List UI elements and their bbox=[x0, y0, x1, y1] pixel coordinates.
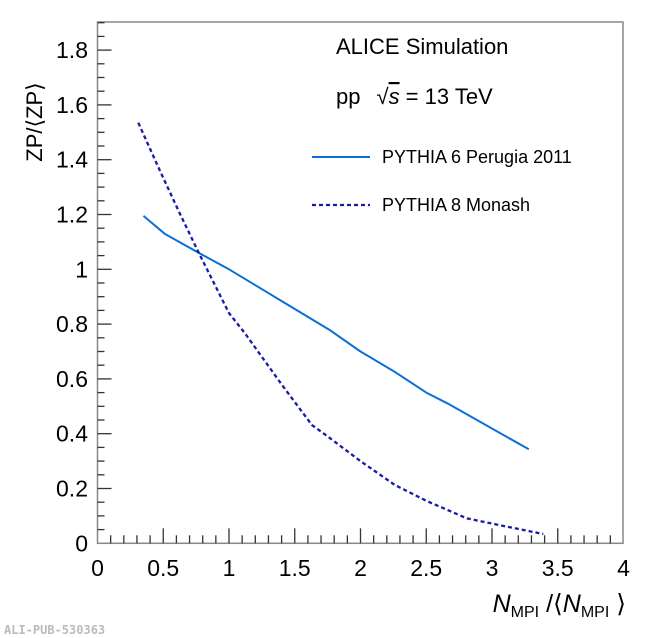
x-tick-label: 3.5 bbox=[542, 555, 574, 581]
y-tick-label: 0.6 bbox=[56, 366, 88, 392]
x-tick-label: 1 bbox=[223, 555, 236, 581]
collision-system-label: pp √s = 13 TeV bbox=[336, 84, 493, 109]
series-line-pythia8 bbox=[137, 122, 544, 536]
legend: PYTHIA 6 Perugia 2011 PYTHIA 8 Monash bbox=[312, 147, 572, 215]
x-tick-label: 0 bbox=[91, 555, 104, 581]
x-tick-label: 4 bbox=[617, 555, 630, 581]
y-tick-label: 1.2 bbox=[56, 202, 88, 228]
legend-label-pythia6: PYTHIA 6 Perugia 2011 bbox=[382, 147, 572, 167]
x-axis-label: NMPI /⟨NMPI ⟩ bbox=[493, 590, 626, 621]
legend-label-pythia8: PYTHIA 8 Monash bbox=[382, 195, 530, 215]
y-tick-label: 1.4 bbox=[56, 147, 88, 173]
y-axis-label: ZP/⟨ZP⟩ bbox=[22, 82, 47, 162]
series-lines bbox=[137, 122, 544, 536]
axis-ticks bbox=[97, 22, 611, 544]
alice-simulation-label: ALICE Simulation bbox=[336, 34, 508, 59]
x-tick-label: 3 bbox=[486, 555, 499, 581]
y-tick-label: 1.6 bbox=[56, 92, 88, 118]
y-tick-label: 0.2 bbox=[56, 476, 88, 502]
y-tick-label: 0.8 bbox=[56, 311, 88, 337]
x-tick-label: 2.5 bbox=[410, 555, 442, 581]
y-tick-label: 1 bbox=[75, 256, 88, 282]
y-tick-label: 0 bbox=[75, 530, 88, 556]
x-tick-label: 2 bbox=[354, 555, 367, 581]
x-tick-label: 0.5 bbox=[147, 555, 179, 581]
x-tick-label: 1.5 bbox=[279, 555, 311, 581]
series-line-pythia6 bbox=[142, 215, 530, 451]
x-tick-labels: 0 0.5 1 1.5 2 2.5 3 3.5 4 bbox=[91, 555, 630, 581]
y-tick-label: 1.8 bbox=[56, 37, 88, 63]
y-tick-label: 0.4 bbox=[56, 421, 88, 447]
publication-id: ALI-PUB-530363 bbox=[4, 623, 105, 637]
y-tick-labels: 0 0.2 0.4 0.6 0.8 1 1.2 1.4 1.6 1.8 bbox=[56, 37, 88, 556]
